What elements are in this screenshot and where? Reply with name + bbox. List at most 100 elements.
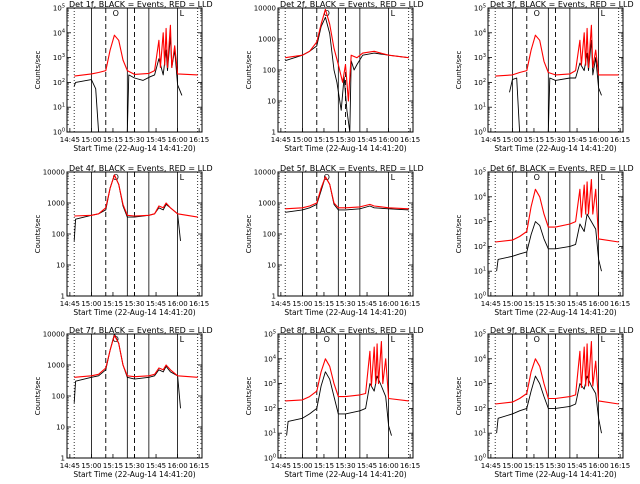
events-series-line xyxy=(285,176,409,213)
x-tick-label: 16:15 xyxy=(610,300,630,308)
y-axis-label: Counts/sec xyxy=(245,51,253,90)
marker-letter: L xyxy=(601,173,606,182)
y-tick-label: 105 xyxy=(264,330,276,339)
lld-series-line xyxy=(495,178,619,243)
x-tick-label: 15:30 xyxy=(335,136,355,144)
x-tick-label: 14:45 xyxy=(60,462,80,470)
y-tick-label: 101 xyxy=(264,429,276,438)
x-tick-label: 15:15 xyxy=(314,462,334,470)
x-tick-label: 15:00 xyxy=(81,462,101,470)
y-tick-label: 1000 xyxy=(258,36,276,44)
panel-title: Det 4f, BLACK = Events, RED = LLD xyxy=(69,164,213,173)
x-tick-label: 15:45 xyxy=(567,136,587,144)
y-tick-label: 100 xyxy=(263,231,276,239)
x-tick-label: 15:15 xyxy=(524,300,544,308)
x-tick-label: 15:00 xyxy=(502,136,522,144)
x-tick-label: 14:45 xyxy=(60,300,80,308)
x-tick-label: 15:00 xyxy=(502,300,522,308)
x-tick-label: 15:15 xyxy=(103,300,123,308)
panel-title: Det 6f, BLACK = Events, RED = LLD xyxy=(490,164,634,173)
x-tick-label: 14:45 xyxy=(481,136,501,144)
y-axis-label: Counts/sec xyxy=(34,215,42,254)
y-tick-label: 100 xyxy=(264,454,276,463)
x-tick-label: 15:00 xyxy=(292,300,312,308)
events-series-line xyxy=(285,16,409,133)
y-tick-label: 102 xyxy=(474,78,486,87)
marker-letter: L xyxy=(180,335,185,344)
x-tick-label: 15:30 xyxy=(545,300,565,308)
y-tick-label: 102 xyxy=(474,404,486,413)
y-tick-label: 100 xyxy=(263,67,276,75)
y-tick-label: 100 xyxy=(52,231,65,239)
events-series-line xyxy=(496,213,602,272)
panel-title: Det 9f, BLACK = Events, RED = LLD xyxy=(490,326,634,335)
x-axis-label: Start Time (22-Aug-14 14:41:20) xyxy=(284,308,406,317)
x-tick-label: 15:45 xyxy=(357,462,377,470)
x-tick-label: 15:00 xyxy=(81,300,101,308)
x-tick-label: 15:00 xyxy=(502,462,522,470)
panel-title: Det 1f, BLACK = Events, RED = LLD xyxy=(69,0,213,9)
x-tick-label: 16:15 xyxy=(400,462,420,470)
x-tick-label: 16:00 xyxy=(378,462,398,470)
y-tick-label: 103 xyxy=(53,53,65,62)
x-tick-label: 15:30 xyxy=(124,136,144,144)
panel-title: Det 3f, BLACK = Events, RED = LLD xyxy=(490,0,634,9)
lld-series-line xyxy=(74,174,198,218)
y-tick-label: 1 xyxy=(272,293,276,301)
lld-series-line xyxy=(285,340,409,402)
x-axis-label: Start Time (22-Aug-14 14:41:20) xyxy=(494,308,616,317)
marker-letter: O xyxy=(113,9,119,18)
y-tick-label: 10 xyxy=(267,262,276,270)
x-tick-label: 15:15 xyxy=(314,136,334,144)
lld-series-line xyxy=(285,8,409,102)
x-tick-label: 16:00 xyxy=(167,462,187,470)
x-tick-label: 15:00 xyxy=(292,462,312,470)
y-tick-label: 1 xyxy=(61,455,65,463)
x-tick-label: 15:45 xyxy=(357,136,377,144)
panel-title: Det 7f, BLACK = Events, RED = LLD xyxy=(69,326,213,335)
y-tick-label: 1000 xyxy=(47,200,65,208)
marker-letter: O xyxy=(324,173,330,182)
x-tick-label: 16:15 xyxy=(189,300,209,308)
y-tick-label: 100 xyxy=(474,454,486,463)
y-tick-label: 103 xyxy=(474,379,486,388)
y-tick-label: 1000 xyxy=(47,362,65,370)
lld-series-line xyxy=(285,176,409,210)
y-axis-label: Counts/sec xyxy=(455,51,463,90)
marker-letter: O xyxy=(534,173,540,182)
y-tick-label: 101 xyxy=(53,103,65,112)
events-series-line xyxy=(496,375,602,434)
x-tick-label: 16:15 xyxy=(189,136,209,144)
y-tick-label: 102 xyxy=(474,242,486,251)
marker-letter: L xyxy=(391,173,396,182)
y-axis-label: Counts/sec xyxy=(455,377,463,416)
y-tick-label: 100 xyxy=(52,393,65,401)
y-tick-label: 104 xyxy=(474,28,486,37)
x-tick-label: 16:15 xyxy=(400,300,420,308)
y-tick-label: 104 xyxy=(53,28,65,37)
y-tick-label: 100 xyxy=(53,128,65,137)
x-tick-label: 15:15 xyxy=(103,462,123,470)
marker-letter: L xyxy=(601,335,606,344)
x-tick-label: 16:15 xyxy=(610,462,630,470)
x-tick-label: 15:00 xyxy=(81,136,101,144)
x-tick-label: 16:15 xyxy=(189,462,209,470)
x-axis-label: Start Time (22-Aug-14 14:41:20) xyxy=(73,144,195,153)
x-axis-label: Start Time (22-Aug-14 14:41:20) xyxy=(73,308,195,317)
y-axis-label: Counts/sec xyxy=(455,215,463,254)
y-tick-label: 104 xyxy=(264,354,276,363)
events-series-line xyxy=(509,39,602,133)
y-tick-label: 1 xyxy=(61,293,65,301)
lld-series-line xyxy=(495,340,619,405)
y-tick-label: 10 xyxy=(56,262,65,270)
x-axis-label: Start Time (22-Aug-14 14:41:20) xyxy=(284,470,406,479)
y-tick-label: 102 xyxy=(53,78,65,87)
x-tick-label: 15:45 xyxy=(567,300,587,308)
